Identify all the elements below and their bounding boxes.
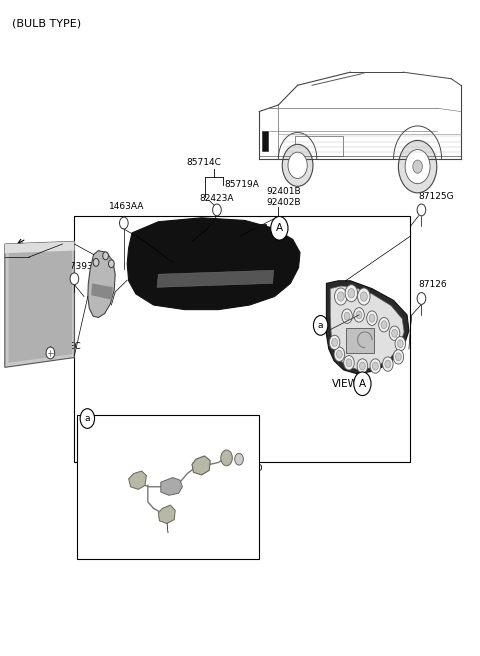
Circle shape — [288, 152, 307, 178]
Circle shape — [356, 311, 362, 319]
Circle shape — [369, 314, 375, 322]
Polygon shape — [330, 286, 404, 370]
Text: 87393: 87393 — [65, 262, 94, 271]
Text: VIEW: VIEW — [332, 379, 359, 389]
Circle shape — [345, 285, 358, 302]
Polygon shape — [157, 270, 274, 287]
Text: a: a — [318, 321, 324, 330]
Circle shape — [357, 359, 368, 373]
Circle shape — [372, 362, 378, 370]
Circle shape — [213, 204, 221, 216]
Bar — [295, 136, 343, 156]
Text: 92401B: 92401B — [266, 187, 301, 196]
Polygon shape — [254, 224, 266, 236]
Circle shape — [120, 217, 128, 229]
Polygon shape — [192, 456, 210, 475]
Polygon shape — [91, 283, 113, 300]
Text: 18643D: 18643D — [228, 464, 263, 473]
Polygon shape — [9, 245, 72, 363]
Text: A: A — [359, 379, 366, 389]
Polygon shape — [5, 241, 74, 367]
Polygon shape — [161, 478, 182, 495]
Circle shape — [103, 252, 108, 260]
Text: (BULB TYPE): (BULB TYPE) — [12, 18, 81, 28]
Circle shape — [329, 335, 340, 350]
Circle shape — [381, 321, 387, 329]
Text: 87125G: 87125G — [419, 192, 454, 201]
Circle shape — [235, 453, 243, 465]
Circle shape — [334, 347, 345, 361]
Circle shape — [358, 288, 370, 305]
Circle shape — [370, 359, 381, 373]
Polygon shape — [326, 281, 409, 374]
Circle shape — [367, 311, 377, 325]
Text: 85719A: 85719A — [225, 180, 260, 190]
Circle shape — [354, 372, 371, 396]
Circle shape — [383, 357, 393, 371]
Text: 92450A: 92450A — [197, 452, 231, 461]
Circle shape — [360, 292, 367, 301]
Circle shape — [405, 150, 430, 184]
Bar — [77, 415, 259, 559]
Circle shape — [344, 356, 354, 370]
Text: 1249EC: 1249EC — [47, 342, 82, 351]
Circle shape — [80, 409, 95, 428]
Circle shape — [360, 362, 365, 370]
Circle shape — [108, 260, 114, 268]
Text: 1463AA: 1463AA — [109, 201, 145, 211]
Polygon shape — [129, 471, 146, 489]
Text: REF.86-873: REF.86-873 — [5, 245, 52, 255]
Text: 82423A: 82423A — [199, 194, 234, 203]
Circle shape — [348, 289, 355, 298]
Circle shape — [70, 273, 79, 285]
Circle shape — [346, 359, 352, 367]
Circle shape — [396, 353, 401, 361]
Circle shape — [271, 216, 288, 240]
Text: 85714C: 85714C — [187, 158, 221, 167]
Circle shape — [397, 340, 403, 348]
Text: A: A — [276, 223, 283, 234]
Polygon shape — [88, 251, 115, 318]
Circle shape — [413, 160, 422, 173]
Text: a: a — [84, 414, 90, 423]
Circle shape — [335, 288, 347, 305]
Circle shape — [417, 204, 426, 216]
Circle shape — [395, 337, 406, 351]
Circle shape — [336, 350, 342, 358]
Circle shape — [354, 308, 364, 322]
Text: 92402B: 92402B — [266, 197, 301, 207]
Circle shape — [393, 350, 404, 364]
Polygon shape — [158, 505, 175, 523]
Text: 18642: 18642 — [100, 476, 129, 485]
Text: 18644A: 18644A — [153, 532, 188, 541]
Circle shape — [385, 360, 391, 368]
Circle shape — [282, 144, 313, 186]
Circle shape — [313, 316, 328, 335]
Circle shape — [93, 258, 99, 266]
Polygon shape — [5, 241, 74, 253]
Circle shape — [344, 312, 350, 320]
Polygon shape — [127, 218, 300, 310]
Text: 92421D: 92421D — [127, 272, 162, 281]
Circle shape — [398, 140, 437, 193]
Circle shape — [337, 292, 344, 301]
Circle shape — [342, 309, 352, 323]
Circle shape — [417, 293, 426, 304]
Bar — [346, 328, 374, 353]
Circle shape — [389, 326, 400, 340]
Circle shape — [46, 347, 55, 359]
Text: 92411A: 92411A — [127, 260, 162, 270]
Circle shape — [221, 450, 232, 466]
Polygon shape — [262, 131, 268, 151]
Circle shape — [332, 338, 337, 346]
Text: 87126: 87126 — [419, 280, 447, 289]
Circle shape — [392, 329, 397, 337]
Circle shape — [379, 318, 389, 332]
Bar — [74, 216, 410, 462]
